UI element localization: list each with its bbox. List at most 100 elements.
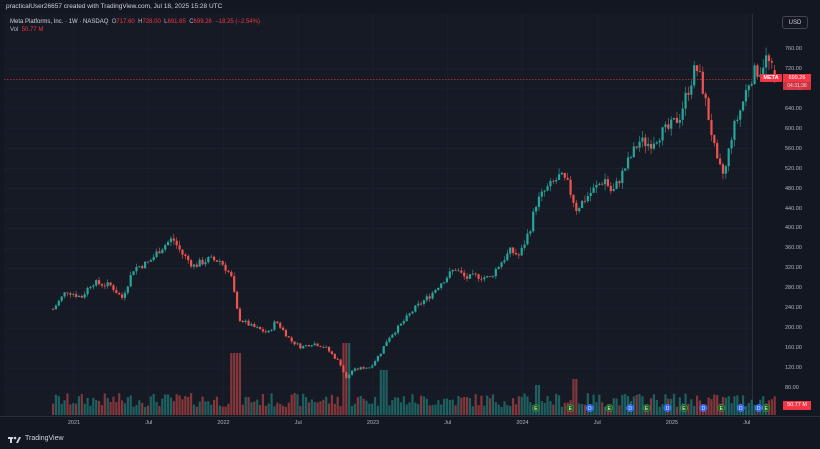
candle-body [601,183,604,185]
volume-bar [431,404,434,415]
volume-bar [373,396,377,415]
chart-pane[interactable] [4,14,752,416]
volume-bar [578,403,581,415]
candle-body [431,292,434,299]
symbol-name[interactable]: Meta Platforms, Inc. [10,19,64,25]
candle-body [385,341,388,347]
open-label: O [111,19,117,25]
dividend-marker [585,404,594,412]
candle-body [66,292,69,294]
volume-bar [313,402,316,415]
volume-bar [192,404,196,415]
candle-body [313,343,316,346]
volume-bar [514,404,518,415]
candle-body [563,172,566,178]
candle-body [77,295,81,297]
volume-bar [684,393,687,415]
volume-bar [457,395,460,415]
price-tick-label: 120.00 [785,365,802,372]
volume-bars [51,343,776,415]
candle-body [207,256,210,263]
volume-bar [437,400,440,415]
volume-bar [549,401,552,415]
currency-button[interactable]: USD [782,16,808,29]
candle-body [667,124,670,129]
volume-bar [353,403,357,415]
candle-body [69,293,72,295]
candle-body [51,309,55,311]
volume-bar [92,397,95,415]
candle-body [503,260,506,263]
candle-body [123,292,127,298]
volume-bar [155,401,158,415]
candle-body [279,322,282,328]
close-value: 699.26 [193,19,212,25]
candle-body [224,264,227,271]
candle-body [244,320,247,323]
event-marker-label: E [608,406,612,412]
volume-bar [572,379,575,415]
volume-bar [287,402,290,415]
candle-body [704,93,707,99]
volume-bar [730,403,733,415]
candle-body [322,346,325,348]
volume-bar [434,404,437,415]
volume-bar [302,393,305,415]
candle-body [638,141,641,148]
candle-body [218,261,221,262]
candle-body [670,119,673,129]
volume-bar [419,395,423,415]
volume-bar [471,406,474,415]
interval[interactable]: 1W [68,19,78,25]
tradingview-logo[interactable]: TradingView [8,433,64,445]
candle-body [572,194,575,203]
volume-bar [440,404,443,415]
volume-bar [348,343,351,415]
earnings-marker [680,404,688,412]
volume-bar [178,395,181,415]
volume-bar [621,394,624,415]
volume-bar [330,394,334,415]
volume-bar [523,393,526,415]
volume-bar [201,396,204,415]
time-tick-label: 2022 [217,420,230,426]
candle-body [54,305,58,310]
legend[interactable]: Meta Platforms, Inc. · 1W · NASDAQ O717.… [10,19,260,33]
candle-body [201,259,204,265]
event-marker-label: D [628,406,632,412]
volume-bar [687,403,690,415]
price-tick-label: 240.00 [785,305,802,312]
volume-bar [474,394,477,415]
candle-body [141,266,144,269]
volume-bar [695,395,699,415]
candle-body [500,262,503,267]
volume-bar [63,400,66,415]
event-marker-label: E [682,406,686,412]
candle-body [445,277,449,283]
volume-bar [672,393,676,415]
candle-body [690,85,693,95]
candle-body [195,264,198,267]
volume-bar [491,394,495,415]
candle-body [135,267,138,272]
tradingview-logo-text: TradingView [25,435,64,442]
candle-body [655,142,658,144]
volume-bar [310,399,313,415]
candle-body [733,120,736,140]
volume-bar [641,396,644,415]
candle-body [534,207,538,212]
candle-body [635,146,638,148]
volume-bar [69,404,72,415]
volume-bar [132,406,135,415]
open-value: 717.60 [116,19,135,25]
candle-body [494,269,497,277]
candle-body [675,117,679,123]
volume-bar [149,396,152,415]
candle-body [537,196,541,208]
candle-body [652,143,656,149]
volume-bar [379,370,382,415]
volume-bar [480,395,483,415]
volume-bar [511,398,515,415]
volume-bar [83,403,86,415]
